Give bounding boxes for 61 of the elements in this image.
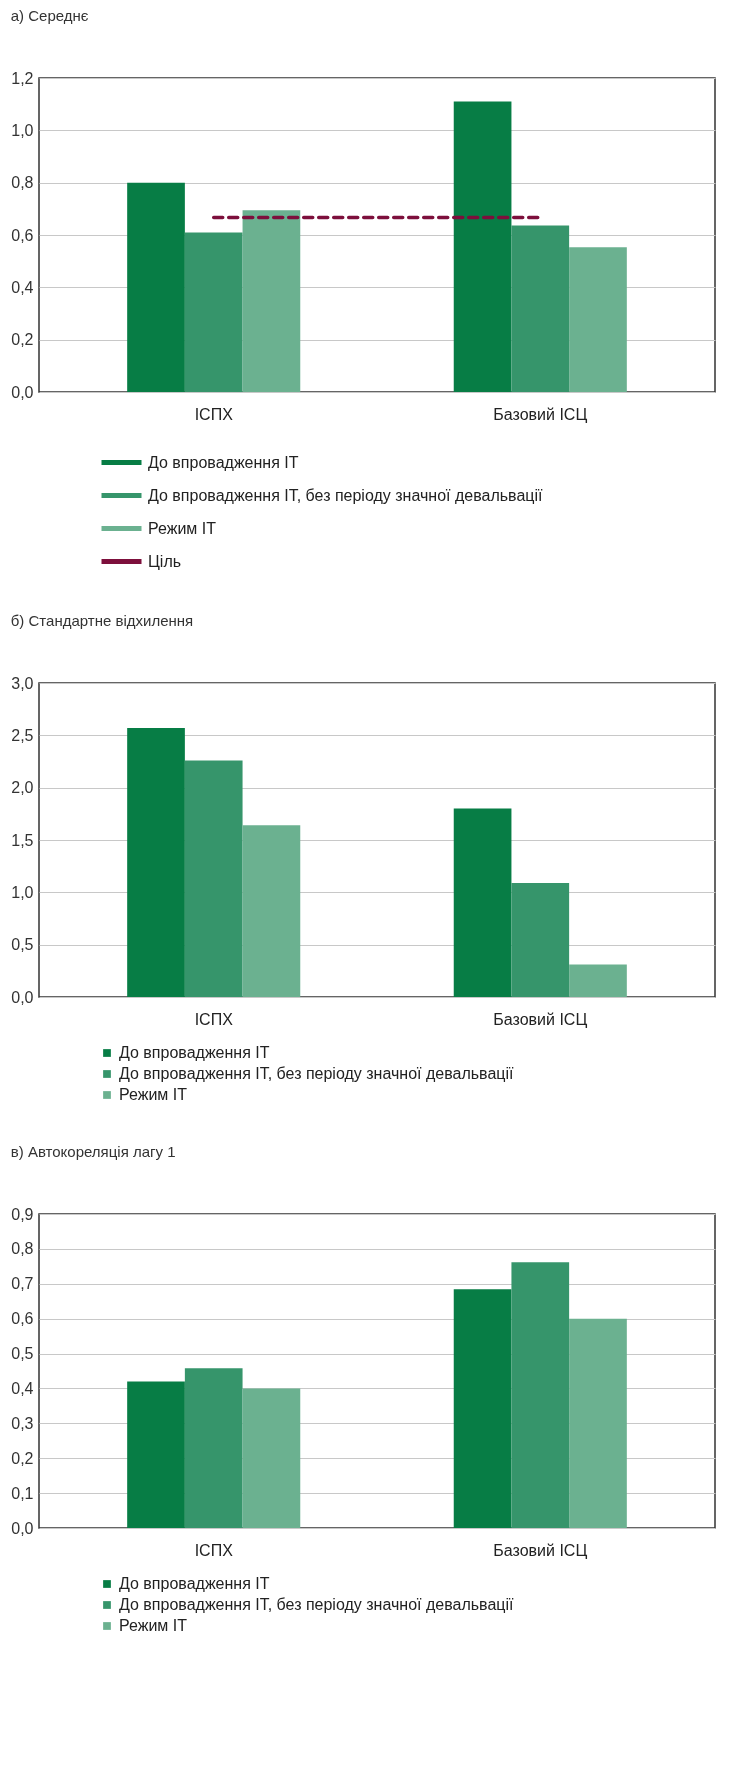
bar: [453, 1289, 512, 1528]
bar: [184, 1368, 243, 1528]
y-tick-label: 0,4: [11, 1379, 34, 1397]
bar: [511, 1262, 570, 1528]
chart-title: б) Стандартне відхилення: [10, 612, 194, 629]
legend-label: Режим ІТ: [119, 1617, 188, 1634]
y-tick-label: 1,0: [11, 121, 34, 139]
legend-label: До впровадження ІТ: [119, 1575, 270, 1592]
y-tick-label: 2,0: [11, 779, 34, 797]
bar: [184, 760, 243, 997]
y-tick-label: 0,4: [11, 278, 34, 296]
legend-label: До впровадження ІТ, без періоду значної девальвації: [148, 486, 543, 504]
bar: [127, 728, 185, 997]
x-tick-label: Базовий ІСЦ: [493, 405, 588, 423]
y-tick-label: 0,5: [11, 1345, 34, 1363]
legend-label: До впровадження ІТ, без періоду значної девальвації: [119, 1596, 514, 1613]
legend-label: До впровадження ІТ, без періоду значної девальвації: [119, 1065, 514, 1082]
y-tick-label: 0,5: [11, 936, 34, 954]
bar: [127, 182, 185, 392]
chart-title: в) Автокореляція лагу 1: [10, 1143, 176, 1160]
legend-label: До впровадження ІТ: [148, 453, 299, 471]
bar: [453, 101, 512, 392]
y-tick-label: 0,3: [11, 1414, 34, 1432]
y-tick-label: 0,0: [11, 383, 34, 401]
legend-label: До впровадження ІТ: [119, 1044, 270, 1061]
y-tick-label: 1,2: [11, 69, 34, 87]
y-tick-label: 0,6: [11, 226, 34, 244]
bar: [569, 247, 627, 392]
y-tick-label: 0,9: [11, 1205, 34, 1223]
bar: [127, 1381, 185, 1528]
bar: [511, 225, 570, 392]
legend-label: Режим ІТ: [119, 1086, 188, 1103]
y-tick-label: 0,2: [11, 331, 34, 349]
y-tick-label: 0,7: [11, 1275, 34, 1293]
bar: [184, 232, 243, 392]
y-tick-label: 0,8: [11, 174, 34, 192]
y-tick-label: 2,5: [11, 726, 34, 744]
bar: [569, 964, 627, 997]
y-tick-label: 0,0: [11, 988, 34, 1006]
x-tick-label: ІСПХ: [194, 1541, 234, 1559]
x-tick-label: ІСПХ: [194, 405, 234, 423]
x-tick-label: ІСПХ: [194, 1010, 234, 1028]
legend-label: Ціль: [148, 552, 182, 570]
y-tick-label: 0,1: [11, 1484, 34, 1502]
y-tick-label: 1,5: [11, 831, 34, 849]
y-tick-label: 0,0: [11, 1519, 34, 1537]
bar: [511, 882, 570, 997]
legend-label: Режим ІТ: [148, 519, 217, 537]
bar: [242, 210, 301, 392]
y-tick-label: 3,0: [11, 674, 34, 692]
chart-title: а) Середнє: [10, 7, 89, 24]
y-tick-label: 1,0: [11, 883, 34, 901]
x-tick-label: Базовий ІСЦ: [493, 1010, 588, 1028]
bar: [569, 1318, 627, 1528]
bar: [242, 825, 301, 997]
bar: [242, 1388, 301, 1528]
x-tick-label: Базовий ІСЦ: [493, 1541, 588, 1559]
y-tick-label: 0,2: [11, 1449, 34, 1467]
bar: [453, 808, 512, 997]
y-tick-label: 0,6: [11, 1310, 34, 1328]
y-tick-label: 0,8: [11, 1240, 34, 1258]
